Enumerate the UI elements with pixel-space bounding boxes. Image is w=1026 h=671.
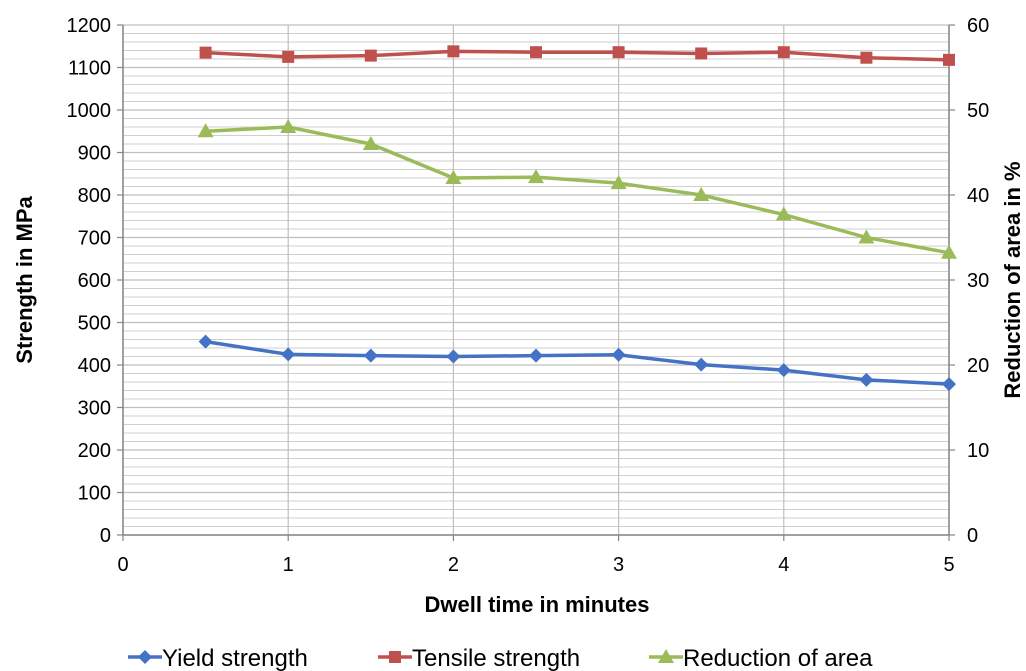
data-point — [445, 170, 462, 184]
data-point — [943, 53, 955, 66]
y-tick-label: 1000 — [67, 100, 112, 122]
data-point — [775, 206, 792, 221]
data-point — [612, 46, 625, 59]
x-tick-label: 3 — [613, 554, 624, 576]
series-tensile-strength — [199, 45, 955, 66]
data-point — [529, 348, 543, 363]
legend-marker — [138, 650, 152, 664]
data-point — [364, 49, 377, 62]
y-tick-label: 500 — [78, 313, 111, 335]
y-tick-label: 600 — [78, 270, 111, 292]
data-series — [197, 45, 957, 392]
data-point — [363, 348, 378, 363]
data-point — [693, 187, 710, 201]
y2-tick-label: 60 — [967, 15, 989, 37]
series-reduction-of-area — [197, 119, 957, 259]
data-point — [695, 47, 708, 60]
y-tick-label: 1200 — [67, 15, 112, 37]
y2-tick-label: 0 — [967, 525, 978, 547]
legend-item: Tensile strength — [378, 645, 580, 671]
data-point — [528, 169, 544, 184]
y-tick-label: 900 — [78, 143, 111, 165]
data-point — [530, 46, 542, 59]
data-point — [281, 347, 296, 362]
legend-item: Reduction of area — [649, 645, 873, 671]
data-point — [941, 244, 957, 259]
data-point — [694, 357, 709, 372]
data-point — [446, 349, 461, 364]
series-line — [205, 339, 950, 386]
tick-labels: 0100200300400500600700800900100011001200… — [67, 15, 990, 576]
x-tick-label: 2 — [448, 554, 459, 576]
x-axis-title: Dwell time in minutes — [425, 592, 650, 617]
axes — [117, 24, 955, 541]
y2-tick-label: 50 — [967, 100, 989, 122]
x-tick-label: 4 — [778, 554, 789, 576]
data-point — [611, 347, 626, 362]
data-point — [197, 123, 214, 138]
y2-tick-label: 30 — [967, 270, 989, 292]
data-point — [942, 377, 956, 392]
y-axis-title: Strength in MPa — [12, 196, 37, 364]
data-point — [282, 50, 295, 63]
y-tick-label: 400 — [78, 355, 111, 377]
legend-label: Reduction of area — [683, 645, 873, 671]
x-tick-label: 0 — [117, 554, 128, 576]
gridlines — [122, 24, 950, 536]
data-point — [859, 372, 874, 387]
y2-tick-label: 40 — [967, 185, 989, 207]
series-line — [205, 125, 950, 255]
series-yield-strength — [198, 334, 956, 392]
legend-label: Yield strength — [162, 645, 308, 671]
legend-marker — [389, 651, 401, 663]
data-point — [199, 46, 212, 59]
y-tick-label: 700 — [78, 228, 111, 250]
y-tick-label: 200 — [78, 440, 111, 462]
x-tick-label: 1 — [283, 554, 294, 576]
y-tick-label: 0 — [100, 525, 111, 547]
x-tick-label: 5 — [943, 554, 954, 576]
y-tick-label: 1100 — [68, 58, 111, 80]
legend-label: Tensile strength — [412, 645, 580, 671]
data-point — [362, 136, 379, 150]
legend-item: Yield strength — [128, 645, 308, 671]
y-tick-label: 100 — [78, 483, 111, 505]
legend-marker — [658, 649, 674, 663]
data-point — [280, 119, 297, 133]
y-tick-label: 800 — [78, 185, 111, 207]
data-point — [198, 334, 213, 349]
y2-tick-label: 20 — [967, 355, 989, 377]
y2-tick-label: 10 — [967, 440, 989, 462]
data-point — [860, 51, 873, 64]
data-point — [447, 45, 460, 58]
data-point — [858, 229, 875, 244]
data-point — [610, 175, 627, 190]
data-point — [776, 363, 791, 378]
y-tick-label: 300 — [78, 398, 111, 420]
data-point — [777, 46, 790, 59]
legend: Yield strength Tensile strength Reduction … — [128, 645, 873, 671]
y2-axis-title: Reduction of area in % — [1000, 161, 1025, 398]
series-line — [205, 49, 950, 62]
